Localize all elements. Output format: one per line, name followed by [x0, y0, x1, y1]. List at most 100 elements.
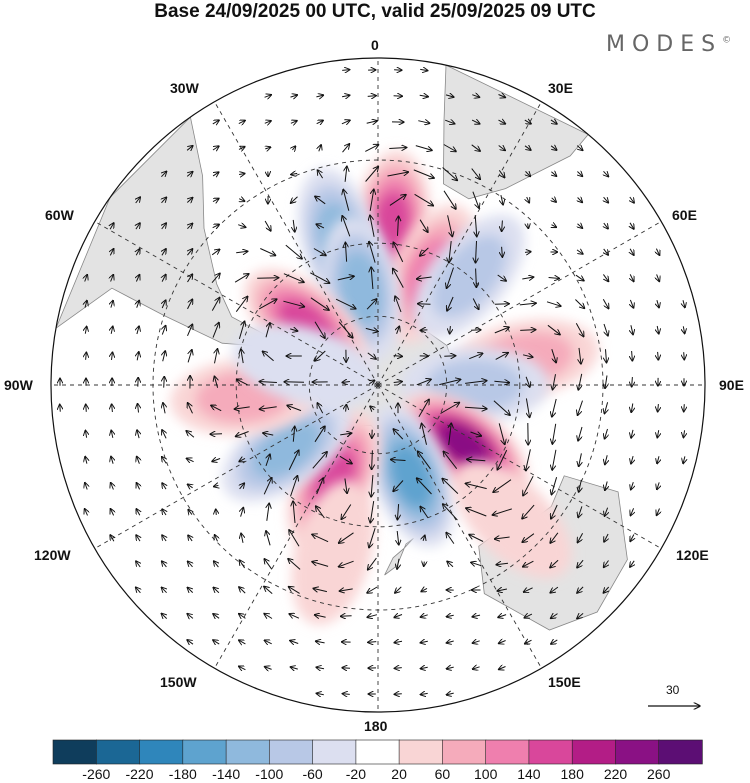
wind-vector: [264, 667, 272, 670]
colorbar-tick: -100: [255, 766, 284, 782]
wind-vector: [551, 477, 558, 495]
wind-vector: [290, 641, 299, 644]
wind-vector: [657, 325, 659, 334]
wind-vector: [526, 449, 531, 470]
wind-vector: [444, 356, 455, 357]
wind-vector: [345, 242, 346, 262]
wind-vector: [450, 326, 451, 334]
wind-vector: [138, 404, 139, 413]
wind-vector: [470, 432, 482, 436]
wind-vector: [264, 559, 273, 570]
colorbar-swatch: [355, 739, 400, 765]
wind-vector: [288, 559, 301, 570]
wind-vector: [111, 483, 114, 490]
wind-vector: [578, 426, 583, 441]
wind-vector: [342, 70, 350, 71]
wind-vector: [446, 693, 454, 695]
wind-vector: [136, 249, 140, 256]
wind-vector: [315, 641, 325, 643]
wind-vector: [215, 349, 218, 364]
chart-title: Base 24/09/2025 00 UTC, valid 25/09/2025…: [154, 1, 596, 22]
wind-vector: [526, 376, 530, 387]
wind-vector: [313, 588, 328, 591]
wind-vector: [260, 248, 275, 256]
wind-vector: [472, 95, 479, 98]
wind-vector: [464, 407, 487, 409]
wind-vector: [520, 330, 536, 331]
wind-vector: [579, 479, 582, 492]
wind-vector: [162, 535, 166, 542]
wind-vector: [136, 535, 140, 542]
wind-vector: [86, 404, 87, 412]
wind-vector: [162, 197, 167, 203]
wind-vector: [137, 326, 139, 335]
wind-vector: [495, 353, 509, 360]
wind-vector: [502, 246, 503, 257]
wind-vector: [341, 504, 352, 520]
wind-vector: [471, 120, 480, 124]
wind-vector: [319, 145, 321, 152]
wind-vector: [657, 456, 659, 463]
wind-vector: [86, 352, 87, 360]
brand-text: MODES: [606, 32, 723, 57]
wind-vector: [419, 219, 428, 233]
wind-vector: [343, 189, 350, 211]
wind-vector: [449, 423, 452, 445]
wind-vector: [552, 398, 557, 417]
colorbar-swatch: [571, 739, 617, 765]
wind-vector: [85, 430, 86, 438]
wind-vector: [342, 144, 350, 153]
wind-vector: [85, 326, 86, 334]
wind-vector: [467, 459, 486, 460]
wind-vector: [112, 404, 113, 413]
brand-logo: MODES©: [606, 32, 731, 57]
wind-vector: [341, 95, 350, 97]
wind-vector: [310, 297, 329, 310]
wind-vector: [342, 382, 350, 383]
wind-vector: [389, 148, 406, 149]
wind-vector: [416, 379, 431, 386]
wind-vector: [346, 404, 347, 412]
wind-vector: [522, 533, 535, 543]
wind-vector: [368, 557, 377, 570]
wind-vector: [290, 121, 297, 124]
wind-vector: [241, 533, 243, 543]
wind-vector: [370, 501, 375, 523]
wind-vector: [578, 506, 582, 517]
wind-vector: [657, 274, 660, 281]
meridian: [94, 384, 379, 549]
wind-vector: [235, 431, 249, 437]
wind-vector: [632, 377, 633, 387]
wind-vector: [110, 535, 114, 542]
wind-vector: [365, 145, 378, 152]
wind-vector: [393, 268, 404, 288]
wind-vector: [111, 326, 113, 334]
wind-vector: [416, 277, 432, 279]
wind-vector: [241, 507, 244, 517]
wind-vector: [421, 588, 428, 591]
wind-vector: [472, 667, 480, 669]
wind-vector: [315, 196, 326, 205]
wind-vector: [335, 298, 356, 309]
wind-vector: [136, 587, 141, 593]
wind-vector: [524, 252, 531, 253]
wind-vector: [604, 402, 607, 413]
wind-vector: [443, 451, 458, 470]
wind-vector: [85, 483, 87, 490]
wind-vector: [552, 449, 557, 470]
wind-vector: [213, 640, 220, 644]
wind-vector: [317, 403, 324, 414]
wind-vector: [188, 535, 192, 541]
wind-vector: [498, 95, 506, 98]
wind-vector: [239, 560, 246, 569]
wind-vector: [213, 614, 220, 619]
wind-vector: [575, 274, 584, 281]
meridian: [377, 101, 542, 386]
wind-vector: [497, 449, 508, 470]
colorbar-swatch: [182, 739, 227, 765]
wind-vector: [211, 297, 219, 311]
colorbar-tick: 100: [474, 766, 498, 782]
wind-vector: [365, 167, 379, 182]
wind-vector: [498, 170, 504, 177]
wind-vector: [264, 614, 273, 619]
